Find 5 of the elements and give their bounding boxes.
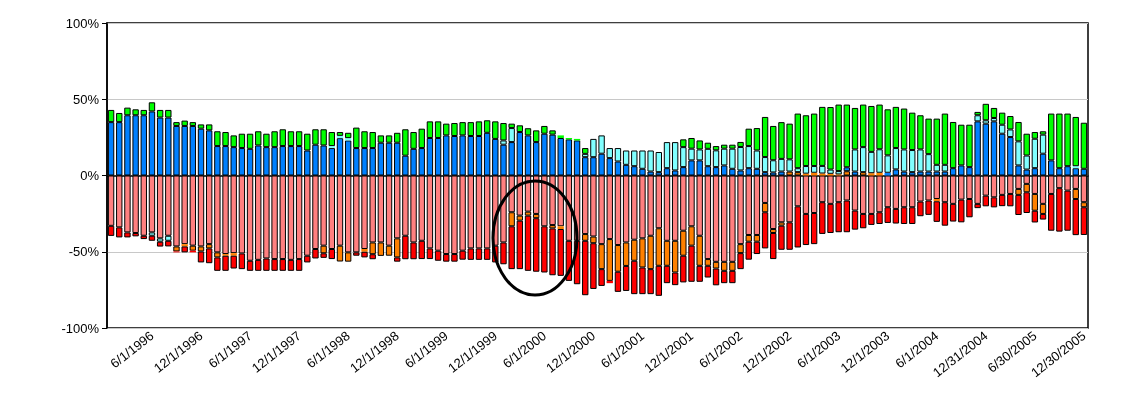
y-tick-label: 0%	[80, 168, 100, 183]
y-tick-label: 100%	[65, 15, 100, 31]
y-tick-label: -50%	[68, 244, 100, 260]
y-tick-label: -100%	[61, 320, 100, 336]
y-tick-label: 50%	[72, 91, 100, 107]
